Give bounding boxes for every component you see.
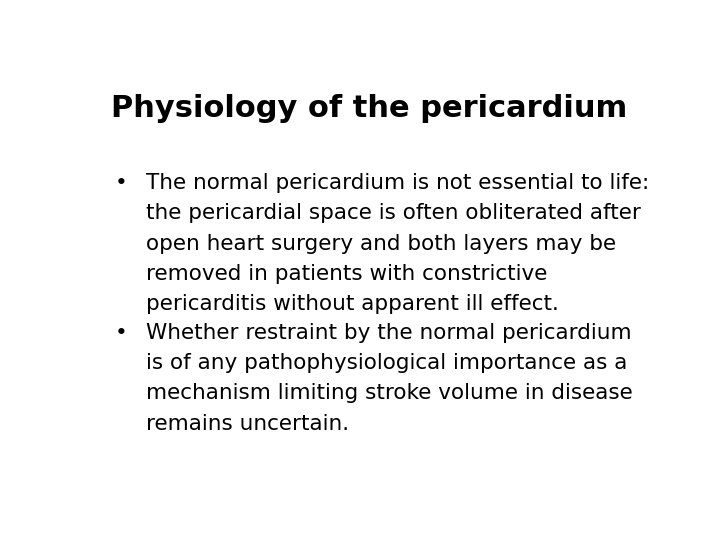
Text: is of any pathophysiological importance as a: is of any pathophysiological importance … [145, 353, 627, 373]
Text: mechanism limiting stroke volume in disease: mechanism limiting stroke volume in dise… [145, 383, 633, 403]
Text: open heart surgery and both layers may be: open heart surgery and both layers may b… [145, 234, 616, 254]
Text: Whether restraint by the normal pericardium: Whether restraint by the normal pericard… [145, 322, 631, 342]
Text: removed in patients with constrictive: removed in patients with constrictive [145, 264, 547, 284]
Text: the pericardial space is often obliterated after: the pericardial space is often obliterat… [145, 203, 641, 223]
Text: pericarditis without apparent ill effect.: pericarditis without apparent ill effect… [145, 294, 559, 314]
Text: •: • [114, 173, 127, 193]
Text: •: • [114, 322, 127, 342]
Text: remains uncertain.: remains uncertain. [145, 414, 349, 434]
Text: The normal pericardium is not essential to life:: The normal pericardium is not essential … [145, 173, 649, 193]
Text: Physiology of the pericardium: Physiology of the pericardium [111, 94, 627, 123]
